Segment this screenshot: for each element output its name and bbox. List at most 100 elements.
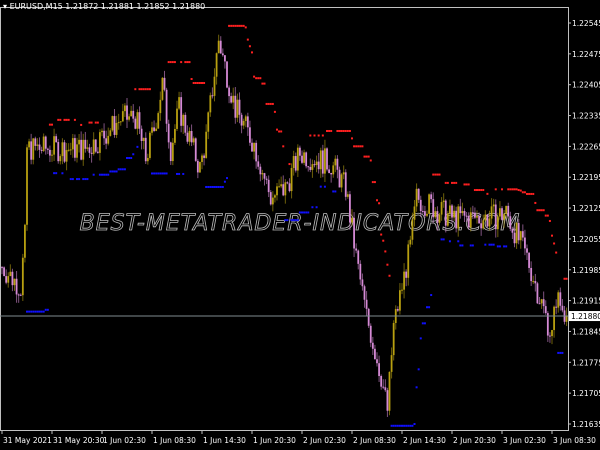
symbol-timeframe: EURUSD,M15	[9, 2, 63, 11]
resistance-dot	[134, 88, 137, 91]
support-dot	[126, 157, 128, 160]
y-tick-label: 1.21775	[572, 358, 600, 367]
resistance-dot	[180, 61, 183, 64]
support-dot	[86, 178, 89, 181]
candle	[1, 267, 3, 269]
candle	[474, 212, 476, 218]
candle	[542, 299, 545, 307]
candle	[549, 335, 551, 337]
resistance-dot	[388, 274, 391, 277]
candle	[213, 76, 216, 96]
y-tick-label: 1.22125	[572, 204, 600, 213]
candle	[186, 132, 189, 142]
candle	[57, 142, 60, 162]
candle	[499, 208, 501, 217]
candle	[530, 267, 533, 282]
candle	[101, 130, 103, 133]
support-dot	[163, 172, 166, 175]
candle	[405, 271, 408, 278]
candle	[190, 131, 193, 143]
support-dot	[82, 178, 85, 181]
support-dot	[211, 185, 214, 188]
candle	[565, 316, 568, 322]
candle	[559, 292, 562, 306]
candle	[132, 110, 135, 119]
candle	[159, 99, 162, 114]
candle	[482, 220, 485, 229]
resistance-dot	[248, 45, 251, 48]
resistance-dot	[455, 181, 458, 184]
support-dot	[157, 172, 160, 175]
candle	[296, 147, 299, 171]
support-dot	[407, 424, 410, 427]
candle	[342, 172, 345, 175]
candle	[484, 214, 487, 221]
candle	[182, 114, 185, 126]
candle	[544, 306, 547, 314]
resistance-dot	[96, 121, 99, 124]
resistance-dot	[234, 24, 237, 27]
candle	[42, 136, 45, 151]
candle	[465, 215, 468, 217]
candle	[134, 118, 137, 129]
support-dot	[30, 310, 33, 313]
candle	[413, 206, 416, 220]
candle	[196, 160, 199, 173]
resistance-dot	[367, 155, 370, 158]
support-dot	[155, 172, 158, 175]
resistance-dot	[432, 173, 435, 176]
resistance-dot	[563, 277, 566, 280]
dropdown-arrow-icon[interactable]: ▾	[3, 2, 8, 11]
resistance-dot	[242, 24, 245, 27]
x-tick-label: 2 Jun 02:30	[303, 436, 346, 445]
candle	[419, 199, 422, 211]
resistance-dot	[373, 181, 376, 184]
candle	[346, 194, 349, 197]
candle	[309, 166, 312, 170]
candle	[242, 120, 245, 126]
resistance-dot	[355, 145, 358, 148]
candle	[492, 204, 495, 207]
resistance-dot	[530, 192, 533, 195]
candle	[353, 217, 355, 249]
support-dot	[298, 211, 301, 214]
candle	[88, 147, 91, 153]
candle	[32, 138, 35, 160]
candle	[82, 139, 85, 160]
candle	[194, 138, 197, 161]
resistance-dot	[342, 129, 345, 132]
candle	[334, 158, 337, 166]
support-dot	[413, 423, 416, 426]
support-dot	[136, 145, 139, 148]
candle	[463, 211, 466, 216]
support-dot	[423, 322, 426, 325]
candle	[357, 250, 360, 264]
candle	[96, 151, 99, 153]
candle	[184, 114, 187, 133]
resistance-dot	[236, 24, 239, 27]
candle	[524, 237, 526, 249]
candle	[319, 150, 322, 170]
candle	[178, 97, 180, 109]
resistance-dot	[148, 88, 151, 91]
resistance-dot	[513, 188, 516, 191]
support-dot	[440, 238, 443, 241]
candle	[228, 87, 230, 97]
support-dot	[442, 238, 445, 241]
resistance-dot	[380, 233, 383, 236]
candle	[409, 239, 412, 245]
candle	[361, 279, 364, 287]
y-tick-label: 1.21705	[572, 389, 600, 398]
resistance-dot	[546, 214, 549, 217]
support-dot	[303, 211, 306, 214]
support-dot	[165, 172, 168, 175]
resistance-dot	[240, 24, 243, 27]
candle	[299, 147, 301, 156]
candle	[442, 200, 445, 203]
support-dot	[428, 306, 431, 309]
candle	[224, 55, 226, 62]
candle	[65, 150, 68, 162]
support-dot	[121, 168, 124, 171]
